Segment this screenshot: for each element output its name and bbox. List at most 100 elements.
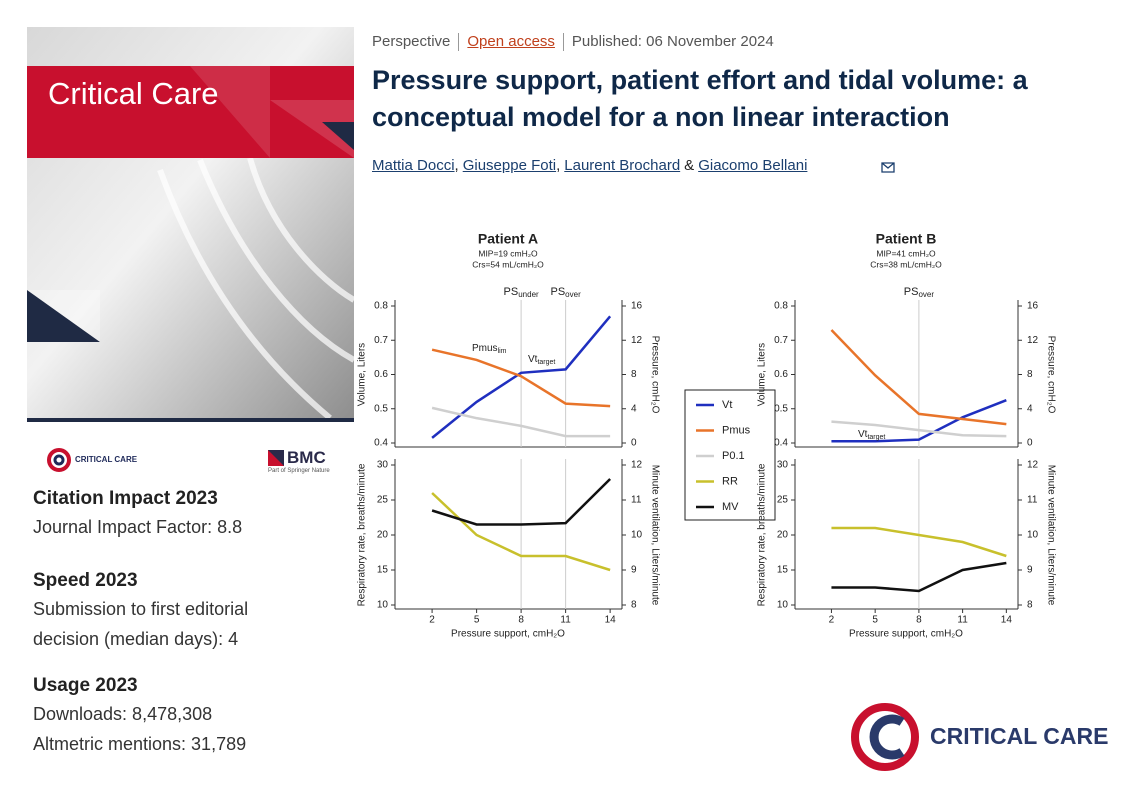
y-tick-label: 0.8 — [774, 301, 788, 312]
metric-heading: Usage 2023 — [33, 675, 138, 696]
y2-tick-label: 8 — [1027, 600, 1033, 611]
cover-shape — [190, 66, 270, 158]
y-axis-label: Volume, Liters — [757, 343, 768, 406]
x-tick-label: 8 — [916, 615, 922, 626]
author-separator: , — [556, 157, 561, 174]
x-tick-label: 11 — [560, 615, 571, 626]
y-tick-label: 0.4 — [374, 438, 388, 449]
legend-label: Vt — [722, 399, 732, 411]
chart-title: Patient A — [478, 231, 538, 247]
author-link[interactable]: Giacomo Bellani — [698, 157, 808, 174]
author-link[interactable]: Giuseppe Foti — [462, 157, 557, 174]
annotation-sub: under — [518, 290, 539, 299]
author-link[interactable]: Mattia Docci — [372, 157, 455, 174]
y2-tick-label: 4 — [631, 403, 637, 414]
series-line — [831, 420, 1007, 438]
metric-line: Altmetric mentions: 31,789 — [33, 734, 247, 754]
annotation-text: Pmus — [472, 343, 498, 354]
y2-axis-label: Pressure, cmH₂O — [649, 336, 660, 414]
x-tick-label: 11 — [957, 615, 968, 626]
x-tick-label: 2 — [429, 615, 435, 626]
x-tick-label: 2 — [829, 615, 835, 626]
y-tick-label: 30 — [777, 460, 789, 471]
annotation-text: PS — [550, 286, 565, 298]
chart-subtitle: Crs=38 mL/cmH₂O — [870, 259, 942, 269]
y-tick-label: 0.7 — [374, 335, 388, 346]
series-line — [831, 399, 1007, 443]
metric-heading: Citation Impact 2023 — [33, 488, 218, 509]
annotation-sub: target — [867, 434, 885, 441]
y-tick-label: 15 — [377, 565, 389, 576]
y2-tick-label: 16 — [631, 301, 643, 312]
y2-tick-label: 8 — [631, 369, 637, 380]
logo-text: CRITICAL CARE — [75, 455, 138, 464]
y-tick-label: 10 — [777, 600, 789, 611]
author-link[interactable]: Laurent Brochard — [564, 157, 681, 174]
cover-shape — [27, 290, 100, 342]
y2-axis-label: Pressure, cmH₂O — [1045, 336, 1056, 414]
y2-tick-label: 12 — [1027, 460, 1039, 471]
y2-axis-label: Minute ventilation, Liters/minute — [649, 465, 660, 606]
legend-label: P0.1 — [722, 450, 745, 462]
y-axis-label: Volume, Liters — [357, 343, 368, 406]
y2-tick-label: 12 — [631, 460, 643, 471]
y-tick-label: 0.8 — [374, 301, 388, 312]
y-tick-label: 0.7 — [774, 335, 788, 346]
chart-subtitle: MIP=41 cmH₂O — [876, 248, 936, 258]
y-tick-label: 15 — [777, 565, 789, 576]
cover-band — [27, 66, 354, 158]
cover-shape — [270, 100, 354, 158]
y-tick-label: 0.6 — [774, 369, 788, 380]
y2-tick-label: 8 — [1027, 369, 1033, 380]
chart-title: Patient B — [876, 231, 937, 247]
y-axis-label: Respiratory rate, breaths/minute — [357, 463, 368, 606]
y-tick-label: 25 — [377, 495, 389, 506]
y2-tick-label: 16 — [1027, 301, 1039, 312]
y-tick-label: 10 — [377, 600, 389, 611]
footer-logo-text: CRITICAL CARE — [930, 723, 1109, 749]
chart-subtitle: MIP=19 cmH₂O — [478, 248, 538, 258]
annotation: PSover — [550, 286, 581, 299]
y2-tick-label: 9 — [631, 565, 637, 576]
mail-icon — [881, 162, 895, 173]
annotation-text: Vt — [858, 429, 868, 440]
legend-label: Pmus — [722, 424, 751, 436]
chart-subtitle: Crs=54 mL/cmH₂O — [472, 259, 544, 269]
x-axis-label: Pressure support, cmH₂O — [451, 629, 565, 640]
logo-icon — [47, 448, 71, 472]
footer-logo-icon — [851, 703, 919, 771]
series-line — [831, 526, 1007, 558]
x-tick-label: 14 — [605, 615, 617, 626]
series-line — [431, 478, 612, 526]
annotation-sub: over — [565, 290, 581, 299]
open-access-link[interactable]: Open access — [458, 33, 563, 51]
article-type: Perspective — [372, 33, 451, 50]
series-line — [831, 561, 1007, 593]
y-tick-label: 0.6 — [374, 369, 388, 380]
annotation: PSunder — [504, 286, 539, 299]
article-meta: Perspective Open access Published: 06 No… — [372, 33, 782, 51]
author-separator: & — [684, 157, 695, 174]
y-tick-label: 30 — [377, 460, 389, 471]
cover-shape — [27, 290, 100, 342]
annotation-text: Vt — [528, 354, 538, 365]
cover-title: Critical Care — [48, 76, 219, 111]
y-tick-label: 0.5 — [374, 403, 388, 414]
y2-tick-label: 11 — [1027, 495, 1038, 506]
legend-label: MV — [722, 501, 739, 513]
x-tick-label: 5 — [872, 615, 878, 626]
metric-line: Submission to first editorial — [33, 599, 249, 619]
bmc-note: Part of Springer Nature — [268, 468, 330, 474]
annotation: Vttarget — [858, 429, 885, 441]
x-tick-label: 14 — [1001, 615, 1013, 626]
x-tick-label: 5 — [474, 615, 480, 626]
metric-line: Downloads: 8,478,308 — [33, 704, 213, 724]
y-tick-label: 0.5 — [774, 403, 788, 414]
metric-line: Journal Impact Factor: 8.8 — [33, 517, 243, 537]
authors: Mattia Docci, Giuseppe Foti, Laurent Broch… — [372, 157, 807, 174]
article-title: Pressure support, patient effort and tid… — [372, 65, 1028, 132]
annotation: Vttarget — [528, 354, 555, 366]
annotation-text: PS — [904, 286, 919, 298]
